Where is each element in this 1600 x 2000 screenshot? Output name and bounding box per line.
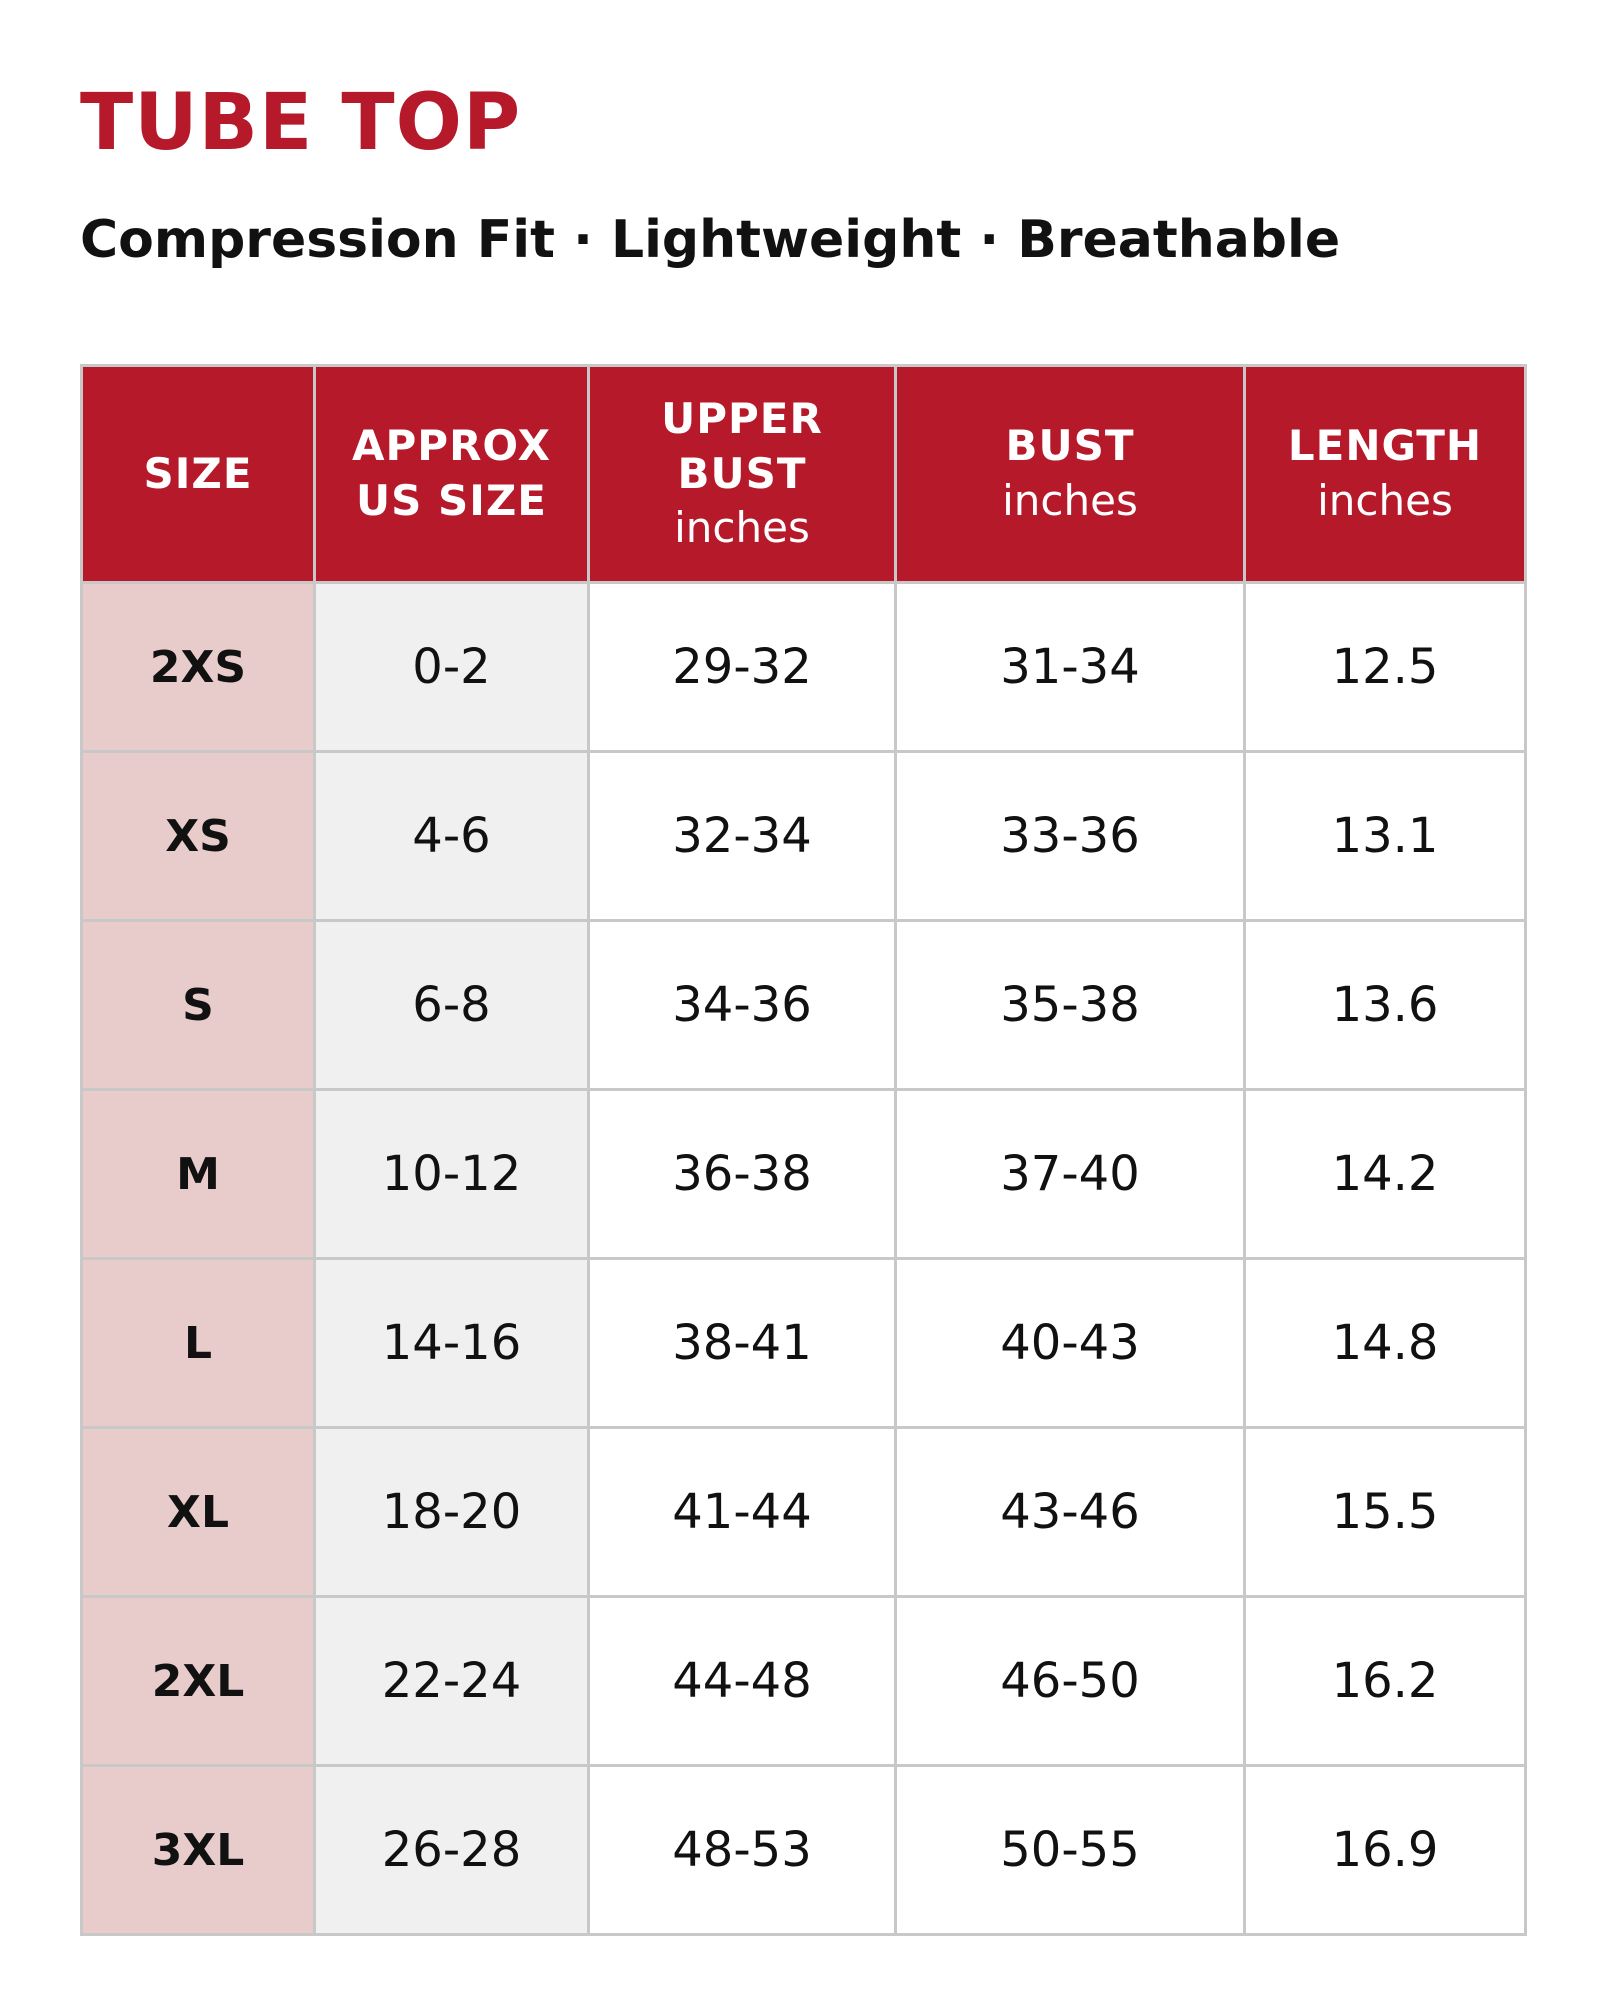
table-row: 2XS 0-2 29-32 31-34 12.5	[80, 581, 1527, 753]
table-cell: 29-32	[587, 581, 897, 753]
table-cell: 37-40	[894, 1088, 1246, 1260]
table-row: XL 18-20 41-44 43-46 15.5	[80, 1426, 1527, 1598]
table-cell: 38-41	[587, 1257, 897, 1429]
column-header: BUST inches	[894, 364, 1246, 584]
table-row: 3XL 26-28 48-53 50-55 16.9	[80, 1764, 1527, 1936]
table-cell: 14-16	[313, 1257, 590, 1429]
column-label: BUST	[1005, 421, 1135, 471]
table-cell: 13.1	[1243, 750, 1527, 922]
column-unit: inches	[674, 503, 810, 553]
subtitle: Compression Fit · Lightweight · Breathab…	[80, 210, 1341, 270]
table-row: XS 4-6 32-34 33-36 13.1	[80, 750, 1527, 922]
table-cell: 34-36	[587, 919, 897, 1091]
table-cell: 16.2	[1243, 1595, 1527, 1767]
column-header: APPROX US SIZE	[313, 364, 590, 584]
column-header: LENGTH inches	[1243, 364, 1527, 584]
table-cell: 13.6	[1243, 919, 1527, 1091]
table-cell: S	[80, 919, 316, 1091]
table-cell: 44-48	[587, 1595, 897, 1767]
column-header: SIZE	[80, 364, 316, 584]
column-label: UPPER BUST	[661, 394, 823, 498]
table-cell: 46-50	[894, 1595, 1246, 1767]
table-cell: 15.5	[1243, 1426, 1527, 1598]
table-cell: 12.5	[1243, 581, 1527, 753]
table-cell: XS	[80, 750, 316, 922]
table-cell: 48-53	[587, 1764, 897, 1936]
table-cell: M	[80, 1088, 316, 1260]
table-cell: XL	[80, 1426, 316, 1598]
table-cell: 41-44	[587, 1426, 897, 1598]
column-label: APPROX US SIZE	[352, 421, 551, 525]
table-cell: 0-2	[313, 581, 590, 753]
table-cell: 31-34	[894, 581, 1246, 753]
table-body: 2XS 0-2 29-32 31-34 12.5 XS 4-6 32-34 33-36 13.1 S…	[80, 581, 1527, 1936]
column-header: UPPER BUST inches	[587, 364, 897, 584]
table-cell: 43-46	[894, 1426, 1246, 1598]
table-row: 2XL 22-24 44-48 46-50 16.2	[80, 1595, 1527, 1767]
table-cell: 40-43	[894, 1257, 1246, 1429]
table-cell: 4-6	[313, 750, 590, 922]
table-cell: 36-38	[587, 1088, 897, 1260]
column-label: LENGTH	[1287, 421, 1483, 471]
header-row: SIZE APPROX US SIZE UPPER BUST inches BUST in…	[80, 364, 1527, 584]
table-row: M 10-12 36-38 37-40 14.2	[80, 1088, 1527, 1260]
size-table: SIZE APPROX US SIZE UPPER BUST inches BUST in…	[80, 364, 1527, 1936]
column-unit: inches	[1002, 476, 1138, 525]
table-cell: 16.9	[1243, 1764, 1527, 1936]
column-label: SIZE	[143, 448, 253, 498]
column-unit: inches	[1317, 476, 1453, 525]
table-cell: 14.8	[1243, 1257, 1527, 1429]
table-cell: 3XL	[80, 1764, 316, 1936]
table-cell: 2XS	[80, 581, 316, 753]
table-cell: 26-28	[313, 1764, 590, 1936]
table-cell: 2XL	[80, 1595, 316, 1767]
table-cell: 50-55	[894, 1764, 1246, 1936]
title: TUBE TOP	[80, 78, 522, 168]
table-cell: 35-38	[894, 919, 1246, 1091]
table-row: L 14-16 38-41 40-43 14.8	[80, 1257, 1527, 1429]
table-cell: 32-34	[587, 750, 897, 922]
table-cell: 22-24	[313, 1595, 590, 1767]
table-cell: 10-12	[313, 1088, 590, 1260]
table-cell: 6-8	[313, 919, 590, 1091]
table-cell: 18-20	[313, 1426, 590, 1598]
table-cell: 33-36	[894, 750, 1246, 922]
table-cell: 14.2	[1243, 1088, 1527, 1260]
table-cell: L	[80, 1257, 316, 1429]
table-row: S 6-8 34-36 35-38 13.6	[80, 919, 1527, 1091]
